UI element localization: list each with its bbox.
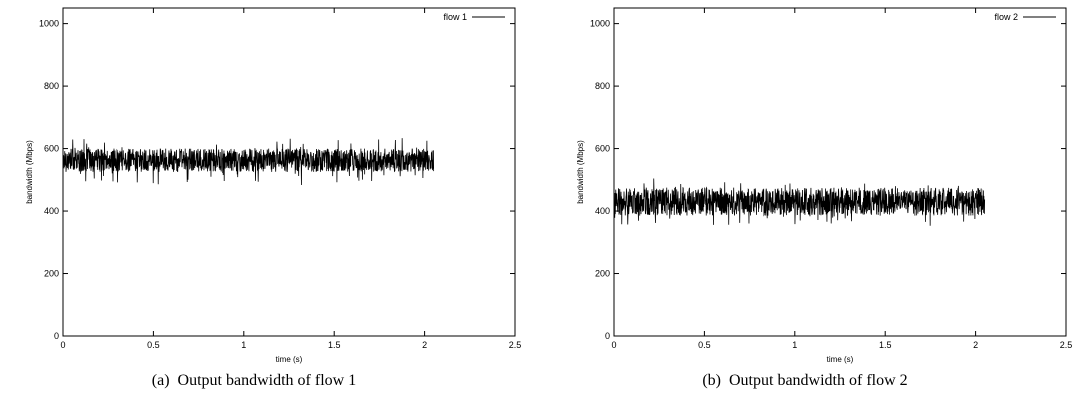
- chart-panel-flow-1: 0 200 400 600 800 1000 0 0.5 1 1.5 2 2.5 flow 1 ba…: [25, 7, 522, 389]
- chart-caption: (a) Output bandwidth of flow 1: [152, 372, 356, 389]
- x-tick-label: 0: [611, 340, 616, 350]
- x-axis-label: time (s): [276, 355, 303, 364]
- chart-caption: (b) Output bandwidth of flow 2: [702, 372, 907, 389]
- x-tick-label: 2.5: [509, 340, 522, 350]
- y-tick-label: 600: [595, 144, 610, 154]
- legend-label-flow-2: flow 2: [994, 12, 1018, 22]
- y-tick-label: 1000: [590, 19, 610, 29]
- legend-label-flow-1: flow 1: [443, 12, 467, 22]
- x-tick-label: 1: [792, 340, 797, 350]
- y-tick-label: 200: [44, 269, 59, 279]
- plot-area-frame: [613, 7, 1067, 337]
- y-tick-label: 0: [605, 331, 610, 341]
- y-tick-label: 800: [44, 81, 59, 91]
- y-axis-label: bandwidth (Mbps): [576, 140, 585, 204]
- y-tick-label: 400: [595, 206, 610, 216]
- series-line-flow-1: [62, 138, 435, 186]
- x-tick-label: 2: [422, 340, 427, 350]
- chart-panel-flow-2: 0 200 400 600 800 1000 0 0.5 1 1.5 2 2.5 flow 2 ba…: [576, 7, 1073, 389]
- x-tick-label: 2.5: [1060, 340, 1073, 350]
- x-tick-label: 0.5: [147, 340, 160, 350]
- x-tick-label: 1.5: [328, 340, 341, 350]
- y-tick-label: 400: [44, 206, 59, 216]
- x-tick-label: 0.5: [698, 340, 711, 350]
- y-tick-label: 800: [595, 81, 610, 91]
- x-axis-label: time (s): [827, 355, 854, 364]
- y-tick-label: 1000: [39, 19, 59, 29]
- y-tick-label: 0: [54, 331, 59, 341]
- y-tick-label: 600: [44, 144, 59, 154]
- plot-area-frame: [62, 7, 516, 337]
- x-tick-label: 2: [973, 340, 978, 350]
- x-tick-label: 1.5: [879, 340, 892, 350]
- y-axis-label: bandwidth (Mbps): [25, 140, 34, 204]
- x-tick-label: 1: [241, 340, 246, 350]
- y-tick-label: 200: [595, 269, 610, 279]
- x-tick-label: 0: [60, 340, 65, 350]
- series-line-flow-2: [613, 178, 986, 226]
